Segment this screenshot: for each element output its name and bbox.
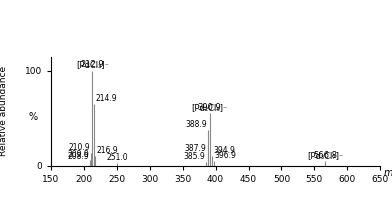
Y-axis label: Relative abundance: Relative abundance: [0, 66, 8, 156]
Text: 388.9: 388.9: [185, 120, 207, 129]
Text: 216.9: 216.9: [96, 146, 118, 155]
Text: 212.9: 212.9: [81, 49, 104, 69]
Text: 210.9: 210.9: [69, 143, 91, 152]
Text: 214.9: 214.9: [95, 94, 117, 103]
Text: 566.8: 566.8: [314, 140, 338, 160]
Text: 396.9: 396.9: [215, 151, 237, 160]
Text: 387.9: 387.9: [185, 144, 206, 153]
Text: 208.9: 208.9: [67, 152, 89, 161]
Text: [PdCl₃]⁻: [PdCl₃]⁻: [76, 60, 109, 69]
Text: 385.9: 385.9: [183, 152, 205, 161]
Text: 394.9: 394.9: [214, 146, 236, 155]
Text: [Pd₂Cl₅]⁻: [Pd₂Cl₅]⁻: [191, 103, 228, 112]
Text: m/z: m/z: [383, 168, 392, 178]
Text: [Pd₃Cl₇]⁻: [Pd₃Cl₇]⁻: [307, 151, 344, 160]
Text: 209.9: 209.9: [68, 150, 90, 159]
Text: %: %: [28, 112, 37, 122]
Text: 390.9: 390.9: [198, 92, 221, 112]
Text: 251.0: 251.0: [107, 153, 128, 162]
